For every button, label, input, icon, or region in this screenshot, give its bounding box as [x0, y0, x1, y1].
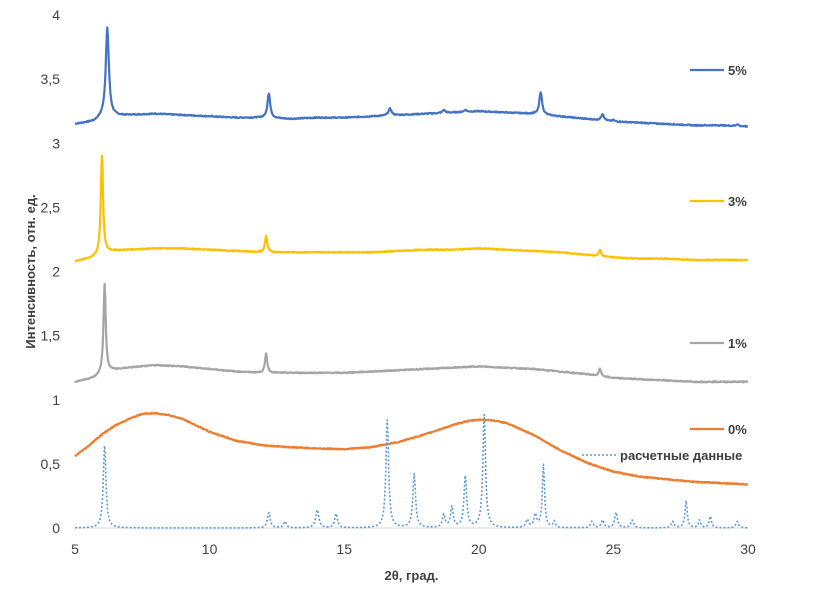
- series-line-1: [74, 154, 749, 263]
- x-tick-label: 25: [606, 541, 622, 557]
- legend-label-0: 5%: [728, 63, 747, 78]
- y-tick-label: 3: [52, 135, 60, 151]
- legend: 5% 3% 1% 0% расчетные данные: [582, 63, 747, 463]
- legend-label-3: 0%: [728, 422, 747, 437]
- y-axis-ticks: 0 0,5 1 1,5 2 2,5 3 3,5 4: [41, 7, 61, 536]
- series-line-4: [74, 413, 749, 529]
- y-tick-label: 4: [52, 7, 60, 23]
- x-tick-label: 30: [740, 541, 756, 557]
- series-layer: [74, 26, 749, 529]
- y-tick-label: 2,5: [41, 199, 61, 215]
- series-line-2: [74, 282, 749, 384]
- series-line-0: [74, 26, 749, 128]
- x-tick-label: 20: [471, 541, 487, 557]
- legend-label-4: расчетные данные: [620, 448, 742, 463]
- series-line-3: [74, 411, 749, 486]
- y-tick-label: 2: [52, 264, 60, 280]
- x-axis-ticks: 5 10 15 20 25 30: [71, 541, 756, 557]
- y-tick-label: 1: [52, 392, 60, 408]
- y-tick-label: 0,5: [41, 456, 61, 472]
- x-axis-title: 2θ, град.: [385, 568, 439, 583]
- y-tick-label: 3,5: [41, 71, 61, 87]
- x-tick-label: 15: [336, 541, 352, 557]
- x-tick-label: 5: [71, 541, 79, 557]
- x-tick-label: 10: [202, 541, 218, 557]
- legend-label-1: 3%: [728, 194, 747, 209]
- y-axis-title: Интенсивность, отн. ед.: [23, 194, 38, 348]
- y-tick-label: 0: [52, 520, 60, 536]
- plot-area: [74, 26, 749, 529]
- y-tick-label: 1,5: [41, 328, 61, 344]
- legend-label-2: 1%: [728, 336, 747, 351]
